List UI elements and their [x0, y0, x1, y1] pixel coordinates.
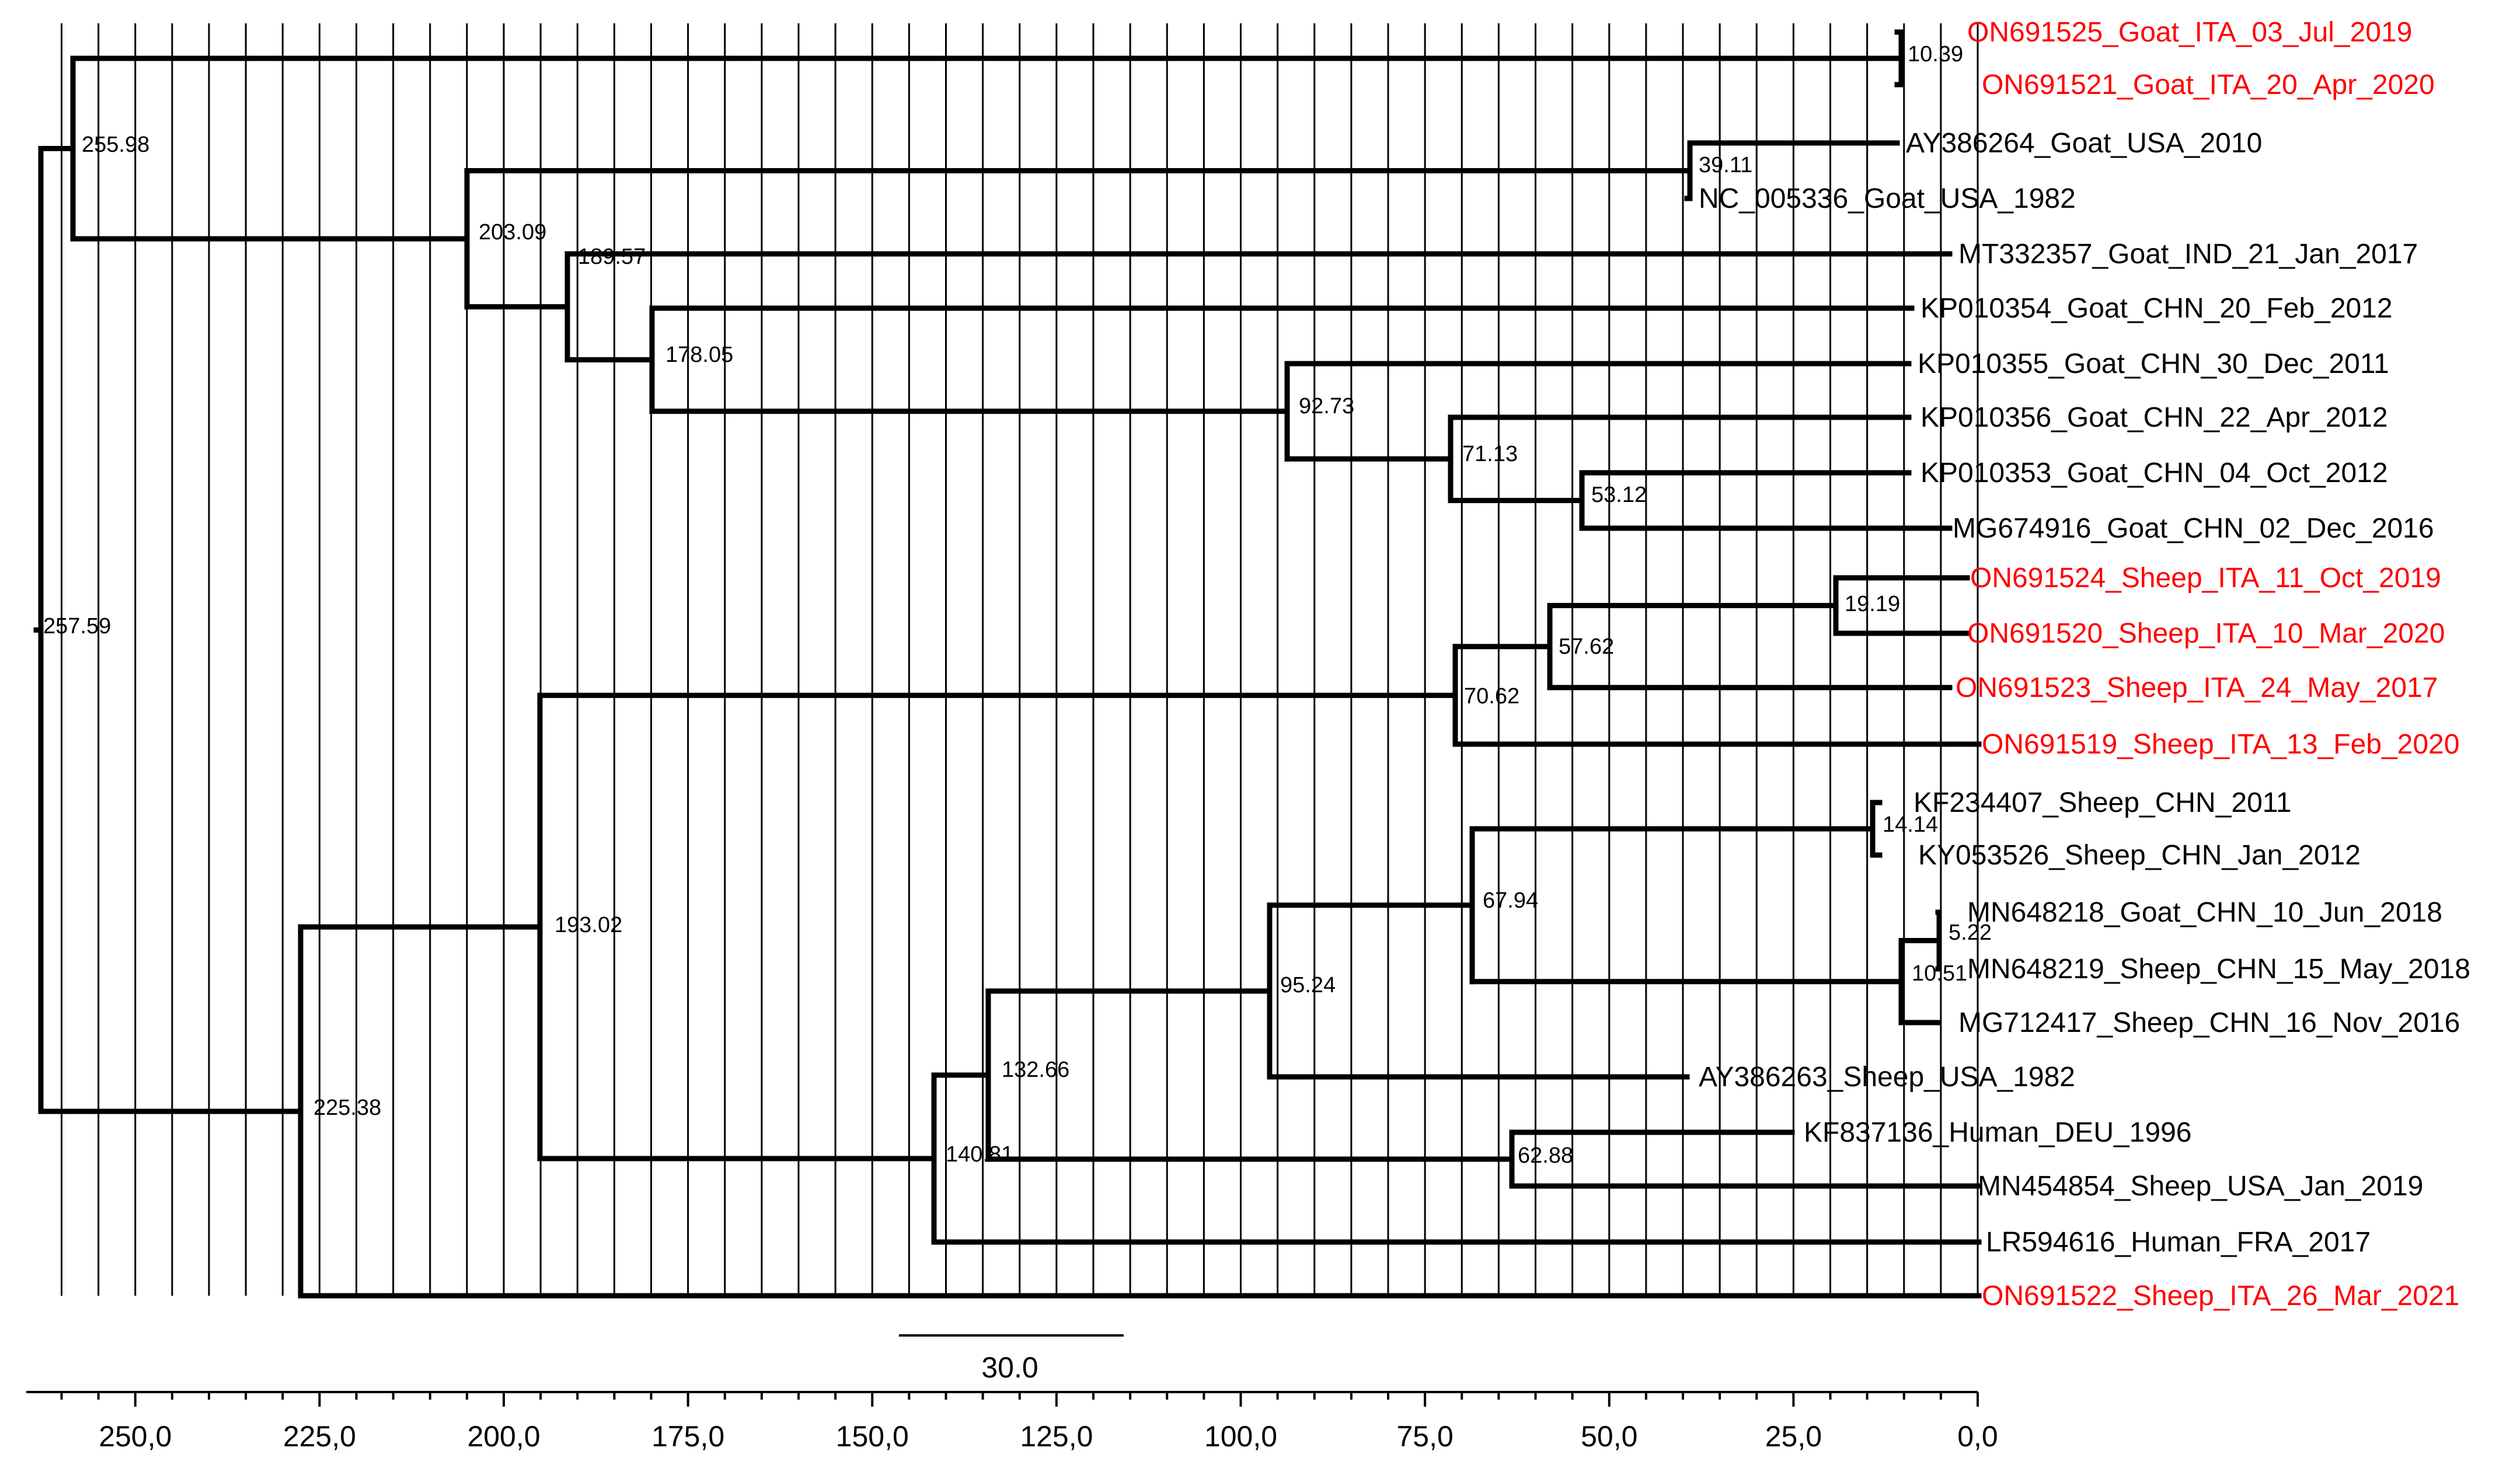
node-age-label: 39.11 — [1699, 153, 1752, 177]
axis-tick-label: 100,0 — [1204, 1420, 1277, 1453]
tip-label: NC_005336_Goat_USA_1982 — [1699, 183, 2076, 214]
grid-lines — [61, 23, 1979, 1296]
tip-label: KF837136_Human_DEU_1996 — [1804, 1117, 2191, 1148]
node-age-label: 5.22 — [1949, 920, 1992, 945]
tip-label: MN648219_Sheep_CHN_15_May_2018 — [1967, 954, 2470, 985]
tip-label: MG712417_Sheep_CHN_16_Nov_2016 — [1958, 1007, 2460, 1038]
node-age-label: 57.62 — [1559, 634, 1614, 659]
tip-label: MN648218_Goat_CHN_10_Jun_2018 — [1967, 897, 2442, 928]
node-age-label: 255.98 — [82, 132, 149, 157]
tip-label: MN454854_Sheep_USA_Jan_2019 — [1978, 1171, 2423, 1202]
time-axis: 250,0 225,0 200,0 175,0 150,0 125,0 100,0 75,0 5… — [26, 1391, 1998, 1453]
scale-bar: 30.0 — [899, 1334, 1124, 1384]
axis-tick-label: 225,0 — [283, 1420, 356, 1453]
node-age-label: 92.73 — [1299, 394, 1354, 418]
node-age-label: 140.81 — [946, 1142, 1013, 1167]
axis-tick-label: 200,0 — [467, 1420, 540, 1453]
tip-label: ON691524_Sheep_ITA_11_Oct_2019 — [1970, 563, 2441, 594]
node-age-label: 178.05 — [665, 343, 733, 367]
scale-bar-label: 30.0 — [981, 1351, 1038, 1384]
node-age-label: 14.14 — [1883, 812, 1938, 837]
tip-label: ON691519_Sheep_ITA_13_Feb_2020 — [1982, 729, 2459, 760]
tree-labels: 257.59 255.98 10.39 203.09 39.11 189.57 178.05… — [43, 17, 2470, 1311]
tip-label: KP010355_Goat_CHN_30_Dec_2011 — [1918, 348, 2389, 379]
tip-label: AY386264_Goat_USA_2010 — [1906, 128, 2262, 159]
tip-label: ON691525_Goat_ITA_03_Jul_2019 — [1967, 17, 2412, 48]
node-age-label: 53.12 — [1591, 483, 1647, 507]
node-age-label: 193.02 — [555, 913, 622, 937]
node-age-label: 203.09 — [479, 220, 546, 245]
axis-tick-label: 25,0 — [1765, 1420, 1822, 1453]
axis-tick-label: 150,0 — [836, 1420, 909, 1453]
tip-label: MG674916_Goat_CHN_02_Dec_2016 — [1953, 513, 2434, 544]
tree-branches — [33, 29, 1982, 1299]
node-age-label: 67.94 — [1483, 888, 1538, 913]
tip-label: ON691520_Sheep_ITA_10_Mar_2020 — [1967, 618, 2445, 649]
tip-label: KF234407_Sheep_CHN_2011 — [1913, 787, 2292, 818]
axis-tick-label: 0,0 — [1957, 1420, 1998, 1453]
tip-label: KP010354_Goat_CHN_20_Feb_2012 — [1921, 293, 2393, 324]
tip-label: KP010356_Goat_CHN_22_Apr_2012 — [1921, 402, 2388, 433]
tip-label: ON691523_Sheep_ITA_24_May_2017 — [1956, 672, 2438, 703]
node-age-label: 71.13 — [1462, 442, 1518, 466]
tip-label: KP010353_Goat_CHN_04_Oct_2012 — [1921, 458, 2388, 489]
tip-label: MT332357_Goat_IND_21_Jan_2017 — [1958, 239, 2418, 270]
node-age-label: 95.24 — [1280, 973, 1336, 997]
tip-label: ON691522_Sheep_ITA_26_Mar_2021 — [1982, 1281, 2459, 1311]
axis-tick-label: 250,0 — [99, 1420, 172, 1453]
node-age-label: 70.62 — [1464, 684, 1519, 709]
tip-label: LR594616_Human_FRA_2017 — [1986, 1227, 2371, 1258]
node-age-label: 189.57 — [578, 245, 646, 269]
node-age-label: 62.88 — [1518, 1143, 1573, 1168]
tip-label: ON691521_Goat_ITA_20_Apr_2020 — [1982, 69, 2435, 100]
axis-tick-label: 75,0 — [1396, 1420, 1453, 1453]
axis-tick-label: 50,0 — [1581, 1420, 1637, 1453]
tip-label: KY053526_Sheep_CHN_Jan_2012 — [1918, 840, 2361, 871]
tip-label: AY386263_Sheep_USA_1982 — [1699, 1062, 2075, 1093]
axis-tick-label: 125,0 — [1020, 1420, 1093, 1453]
node-age-label: 132.66 — [1002, 1058, 1069, 1082]
node-age-label: 19.19 — [1845, 592, 1900, 616]
node-age-label: 257.59 — [43, 614, 111, 639]
axis-tick-label: 175,0 — [651, 1420, 724, 1453]
node-age-label: 10.39 — [1908, 42, 1963, 67]
node-age-label: 225.38 — [313, 1096, 381, 1120]
node-age-label: 10.51 — [1912, 961, 1967, 986]
